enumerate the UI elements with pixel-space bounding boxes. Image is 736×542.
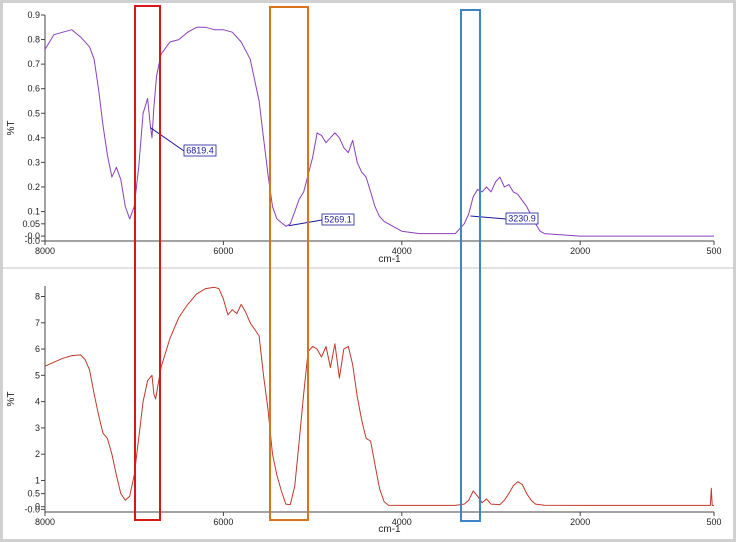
y-tick-label: -0.0: [24, 231, 40, 241]
annotation-box: [321, 213, 355, 226]
x-tick-label: 6000: [213, 246, 233, 256]
y-axis-title: %T: [6, 392, 17, 407]
x-axis-title: cm-1: [378, 524, 401, 535]
x-tick-label: 2000: [570, 517, 590, 527]
peak-annotation: 6819.4: [150, 127, 217, 157]
x-tick-label: 6000: [213, 517, 233, 527]
bottom-spectrum-chart: 8000 6000 4000 2000 500 8 7 6 5 4 3 2 1 0.5 0-0.0 cm-1%…: [6, 286, 722, 535]
y-tick-label: 8: [35, 292, 40, 302]
annotation-label: 3230.9: [508, 214, 536, 224]
y-tick-label: 0.5: [27, 489, 40, 499]
y-tick-label: 0.05: [22, 219, 40, 229]
y-tick-label: 0.1: [27, 207, 40, 217]
annotation-box: [183, 144, 217, 157]
y-tick-label: 5: [35, 370, 40, 380]
y-axis-title: %T: [6, 121, 17, 136]
y-tick-label: 0.5: [27, 108, 40, 118]
spectrum-line: [44, 26, 714, 237]
y-tick-label: 0.8: [27, 35, 40, 45]
y-tick-label: 0.3: [27, 157, 40, 167]
y-tick-label: -0.0: [24, 236, 40, 246]
peak-annotation: 5269.1: [288, 213, 355, 227]
annotation-box: [505, 212, 539, 225]
highlight-box-blue: [460, 9, 481, 522]
y-tick-label: 4: [35, 397, 40, 407]
highlight-box-red: [134, 5, 161, 521]
highlight-box-orange: [269, 6, 309, 521]
top-spectrum-chart: 8000 6000 4000 2000 500 0.9 0.8 0.7 0.6 0.5 0.4 0.3…: [6, 10, 722, 265]
y-tick-label: 2: [35, 449, 40, 459]
y-tick-label: -0.0: [24, 504, 40, 514]
y-tick-label: 0.9: [27, 10, 40, 20]
y-tick-label: 0.7: [27, 59, 40, 69]
y-tick-label: 0.2: [27, 182, 40, 192]
x-tick-label: 8000: [35, 517, 55, 527]
annotation-label: 6819.4: [186, 146, 214, 156]
peak-annotation: 3230.9: [470, 212, 539, 225]
x-tick-label: 8000: [35, 246, 55, 256]
spectrum-line: [44, 286, 714, 506]
y-tick-label: 3: [35, 423, 40, 433]
x-tick-label: 4000: [392, 246, 412, 256]
y-tick-label: 7: [35, 318, 40, 328]
y-tick-label: 0: [35, 502, 40, 512]
x-tick-label: 500: [706, 517, 721, 527]
y-tick-label: 1: [35, 475, 40, 485]
y-tick-label: 6: [35, 344, 40, 354]
x-tick-label: 500: [706, 246, 721, 256]
y-tick-label: 0.6: [27, 84, 40, 94]
x-tick-label: 2000: [570, 246, 590, 256]
x-axis-title: cm-1: [378, 254, 401, 265]
annotation-leader: [150, 127, 185, 152]
x-tick-label: 4000: [392, 517, 412, 527]
y-tick-label: 0.4: [27, 133, 40, 143]
annotation-leader: [288, 219, 323, 227]
annotation-label: 5269.1: [324, 215, 352, 225]
annotation-leader: [470, 215, 507, 220]
